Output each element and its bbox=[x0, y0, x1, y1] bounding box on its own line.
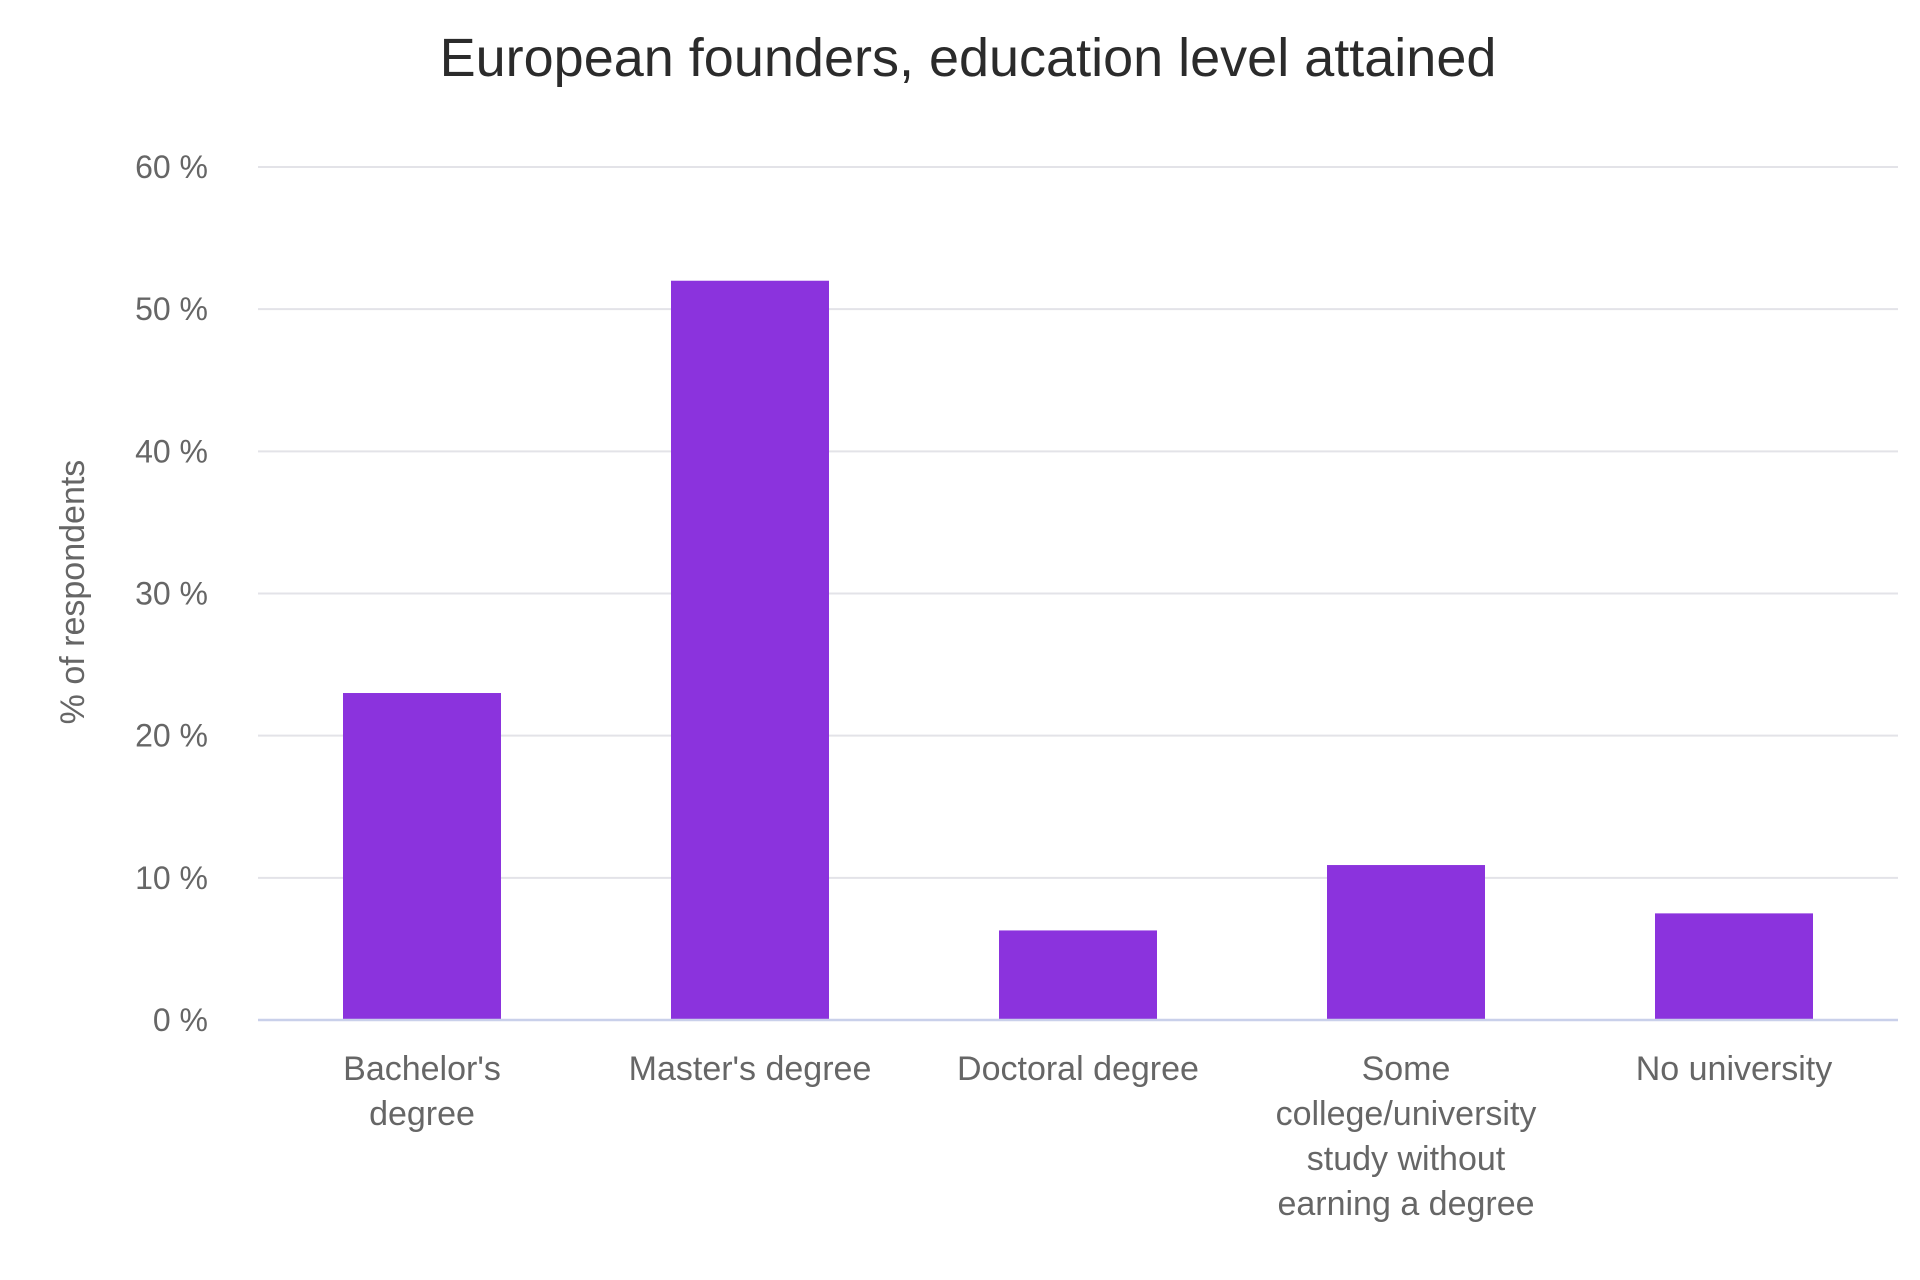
x-tick-label-5: No university bbox=[1636, 1050, 1833, 1088]
x-tick-label-2: Master's degree bbox=[629, 1050, 872, 1088]
y-tick-label-20: 20 % bbox=[135, 718, 208, 754]
bar-4 bbox=[1327, 865, 1485, 1020]
y-tick-label-30: 30 % bbox=[135, 576, 208, 612]
bar-5 bbox=[1655, 913, 1813, 1020]
bars bbox=[343, 280, 1813, 1020]
x-tick-label-3: Doctoral degree bbox=[957, 1050, 1199, 1088]
x-tick-label-4: Some college/university study without earni… bbox=[1276, 1050, 1537, 1223]
x-axis-labels: Bachelor's degree Master's degree Doctoral … bbox=[343, 1050, 1832, 1223]
y-tick-label-10: 10 % bbox=[135, 860, 208, 896]
y-tick-label-50: 50 % bbox=[135, 291, 208, 327]
bar-2 bbox=[671, 280, 829, 1020]
y-tick-label-0: 0 % bbox=[153, 1002, 208, 1038]
y-axis-ticks: 0 % 10 % 20 % 30 % 40 % 50 % 60 % bbox=[135, 149, 208, 1038]
y-tick-label-60: 60 % bbox=[135, 149, 208, 185]
y-tick-label-40: 40 % bbox=[135, 433, 208, 469]
y-axis-title: % of respondents bbox=[54, 460, 92, 725]
x-tick-label-1: Bachelor's degree bbox=[343, 1050, 501, 1133]
chart-title: European founders, education level attai… bbox=[440, 28, 1497, 88]
bar-3 bbox=[999, 930, 1157, 1020]
gridlines bbox=[258, 166, 1898, 879]
bar-1 bbox=[343, 693, 501, 1020]
